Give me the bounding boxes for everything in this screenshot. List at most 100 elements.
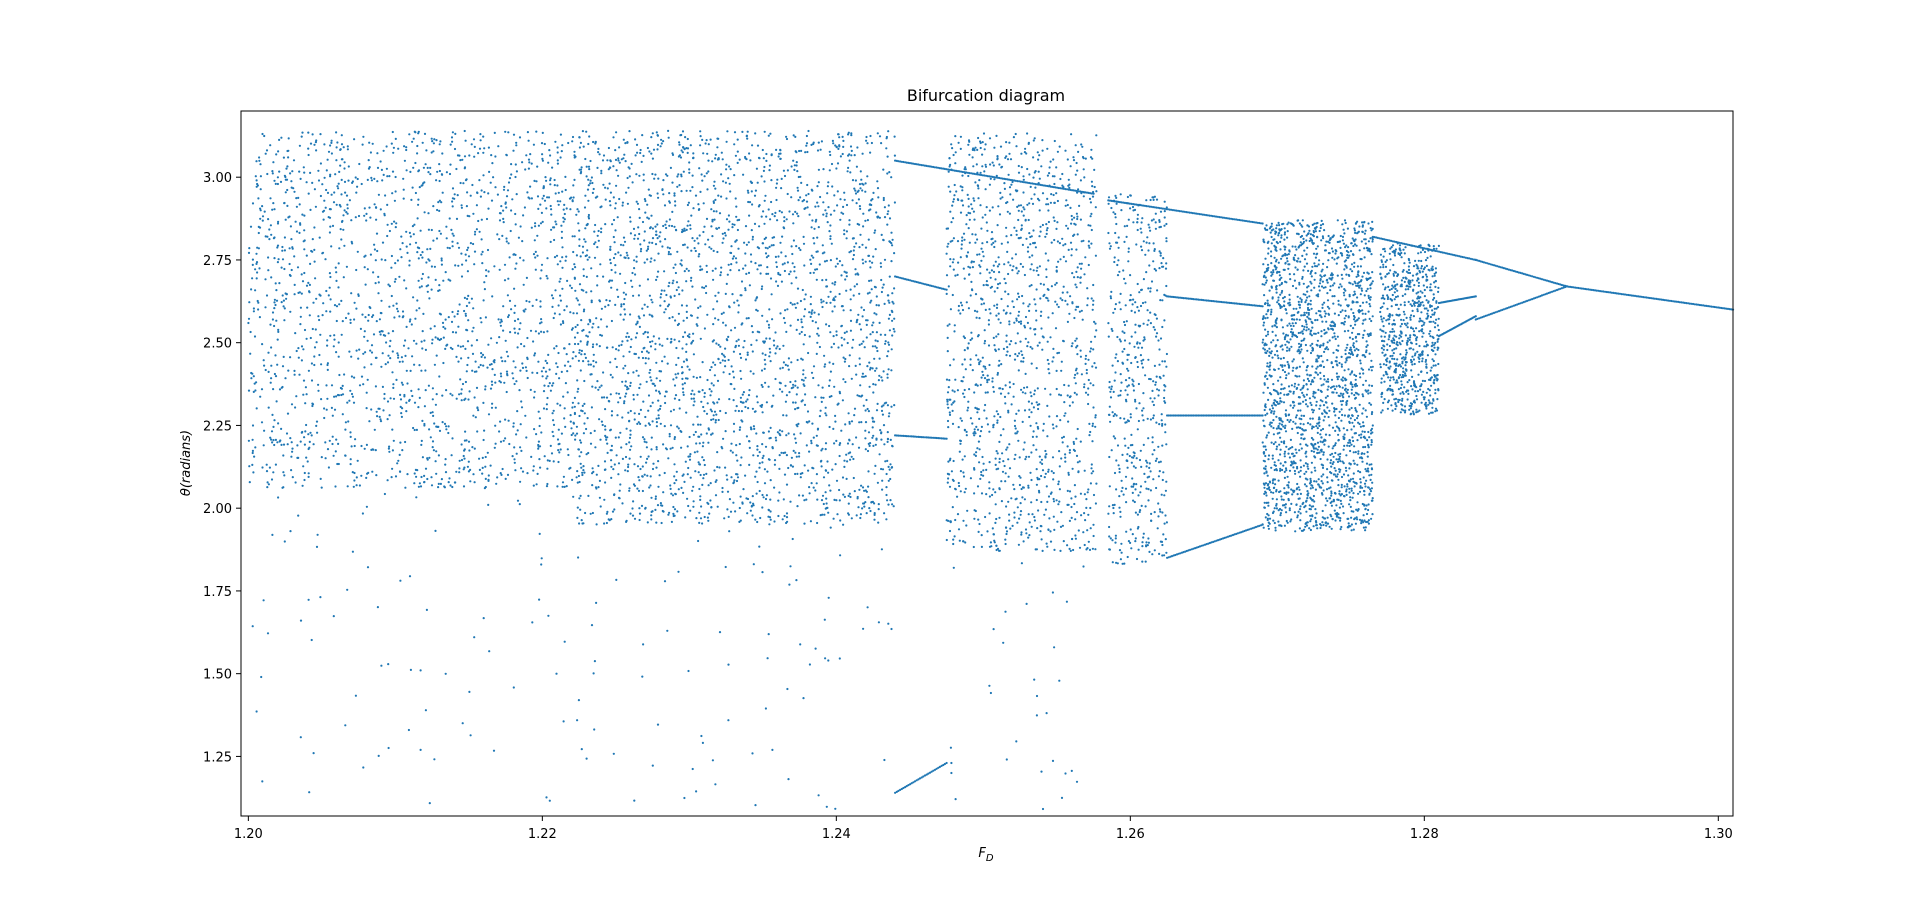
data-point [401,383,404,386]
data-point [716,379,720,382]
data-point [482,151,485,154]
data-point [660,142,663,145]
data-point [1009,264,1012,267]
data-point [841,476,845,479]
data-point [582,522,585,525]
data-point [977,136,980,140]
data-point [303,471,306,475]
data-point [706,402,709,405]
data-point [402,188,405,191]
data-point [522,283,525,286]
data-point [802,697,805,700]
data-point [873,231,876,234]
data-point [849,495,852,499]
data-point [976,253,979,256]
data-point [298,144,301,147]
data-point [317,169,320,172]
data-point [729,449,732,452]
data-point [886,440,889,443]
data-point [703,395,706,398]
data-point [803,403,807,406]
data-point [324,206,327,209]
data-point [680,230,684,234]
data-point [1044,472,1047,475]
data-point [593,230,596,233]
data-point [396,352,399,355]
data-point [536,254,539,257]
data-point [408,133,411,136]
data-point [414,317,417,320]
data-point [727,358,730,362]
data-point [747,241,750,244]
data-point [950,403,953,406]
data-point [249,352,252,355]
data-point [682,319,685,322]
data-point [765,152,768,156]
data-point [640,350,644,353]
data-point [1066,489,1069,492]
data-point [984,213,987,216]
data-point [294,481,297,484]
data-point [758,462,761,465]
data-point [340,299,343,302]
data-point [745,243,749,246]
data-point [400,356,403,359]
data-point [475,370,478,373]
data-point [761,456,764,460]
data-point [748,284,752,287]
data-point [836,190,839,193]
data-point [676,323,680,327]
data-point [298,170,301,173]
data-point [491,383,494,386]
data-point [778,209,781,213]
data-point [862,375,866,378]
data-point [583,422,586,425]
data-point [377,754,380,758]
data-point [853,187,856,190]
data-point [703,515,706,519]
data-point [585,224,588,227]
data-point [785,454,789,457]
data-point [999,191,1002,194]
data-point [609,248,612,251]
data-point [423,339,426,342]
data-point [366,339,369,342]
data-point [569,466,572,469]
data-point [628,487,631,490]
data-point [340,193,343,196]
data-point [576,390,579,393]
data-point [721,490,724,493]
data-point [687,269,690,272]
data-point [1089,201,1092,204]
data-point [1084,362,1087,365]
data-point [867,238,870,241]
data-point [1017,218,1020,222]
data-point [435,472,438,475]
data-point [845,330,848,333]
data-point [387,354,390,357]
data-point [736,476,740,479]
data-point [1046,227,1049,230]
data-point [835,479,839,482]
data-point [707,519,710,522]
data-point [788,273,791,276]
data-point [730,365,733,368]
data-point [884,333,887,336]
data-point [597,151,600,154]
data-point [344,454,347,457]
data-point [624,380,627,383]
data-point [782,414,785,417]
data-point [622,291,625,294]
data-point [739,519,742,522]
data-point [505,195,509,198]
data-point [1012,395,1015,398]
data-point [624,455,628,459]
data-point [367,319,370,322]
data-point [281,258,285,261]
data-point [862,225,865,228]
data-point [779,241,782,244]
data-point [622,318,625,321]
data-point [671,152,674,155]
data-point [777,514,780,518]
data-point [603,396,606,399]
